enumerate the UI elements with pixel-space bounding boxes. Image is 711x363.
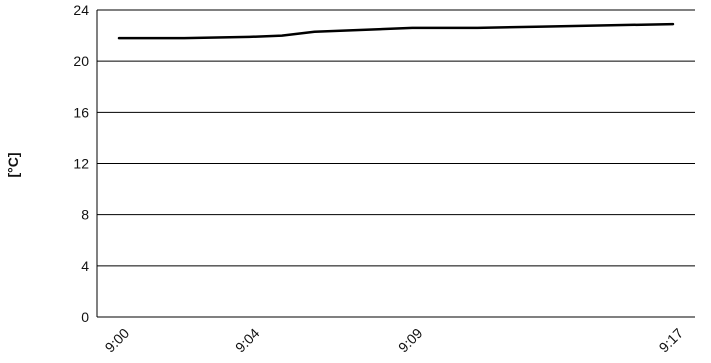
y-tick-label: 8 — [81, 207, 89, 223]
y-tick-label: 24 — [73, 2, 89, 18]
y-tick-label: 16 — [73, 104, 89, 120]
y-tick-label: 12 — [73, 156, 89, 172]
x-tick-label: 9:09 — [395, 325, 426, 356]
x-tick-label: 9:04 — [232, 325, 263, 356]
y-axis-title: [°C] — [5, 152, 21, 177]
series-layer — [117, 22, 675, 40]
y-tick-label: 4 — [81, 258, 89, 274]
series-line — [117, 22, 675, 40]
grid-layer — [97, 9, 695, 318]
x-tick-layer: 9:00 9:04 9:09 9:17 — [102, 325, 687, 356]
x-tick-label: 9:17 — [656, 325, 687, 356]
y-tick-label: 0 — [81, 309, 89, 325]
x-tick-label: 9:00 — [102, 325, 133, 356]
y-tick-layer: 0 4 8 12 16 20 24 — [73, 2, 89, 325]
y-tick-label: 20 — [73, 53, 89, 69]
